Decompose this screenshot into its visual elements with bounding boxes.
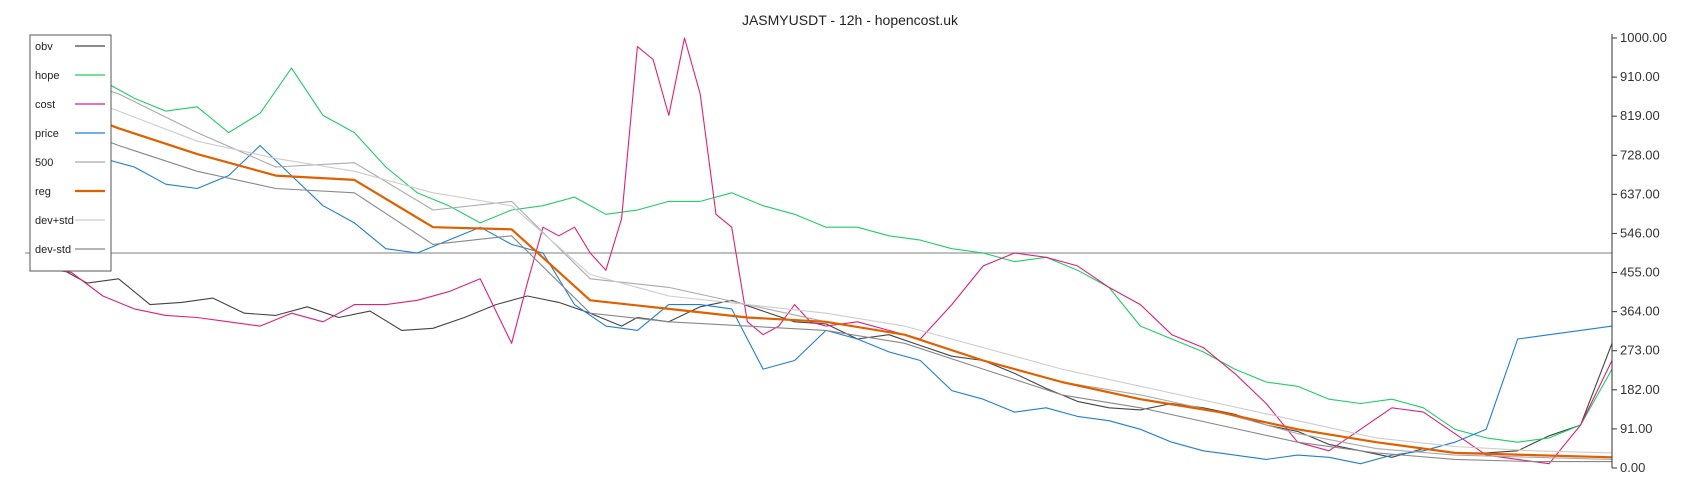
y-tick-label: 637.00 <box>1620 186 1660 201</box>
legend-label: dev+std <box>35 215 74 227</box>
series-line-dev+std <box>39 80 1613 454</box>
y-tick-label: 273.00 <box>1620 343 1660 358</box>
y-tick-label: 819.00 <box>1620 108 1660 123</box>
y-tick-label: 728.00 <box>1620 147 1660 162</box>
legend-label: reg <box>35 186 51 198</box>
y-tick-label: 91.00 <box>1620 421 1653 436</box>
y-tick-label: 0.00 <box>1620 460 1645 475</box>
y-tick-label: 364.00 <box>1620 304 1660 319</box>
series-line-500 <box>39 67 1613 460</box>
chart-title: JASMYUSDT - 12h - hopencost.uk <box>741 12 959 28</box>
legend-label: obv <box>35 41 53 53</box>
series-line-price <box>39 127 1613 465</box>
legend-box <box>29 34 112 272</box>
series-line-obv <box>39 261 1613 458</box>
legend-label: hope <box>35 70 59 82</box>
legend-label: price <box>35 128 59 140</box>
legend-label: cost <box>35 99 55 111</box>
series-line-cost <box>39 37 1613 465</box>
legend-label: 500 <box>35 157 53 169</box>
y-tick-label: 182.00 <box>1620 382 1660 397</box>
y-tick-label: 546.00 <box>1620 225 1660 240</box>
series-line-dev-std <box>39 114 1612 463</box>
y-tick-label: 455.00 <box>1620 265 1660 280</box>
y-tick-label: 910.00 <box>1620 69 1660 84</box>
legend-label: dev-std <box>35 244 71 256</box>
y-tick-label: 1000.00 <box>1620 30 1667 45</box>
series-line-reg <box>39 97 1613 459</box>
series-line-hope <box>39 58 1613 443</box>
